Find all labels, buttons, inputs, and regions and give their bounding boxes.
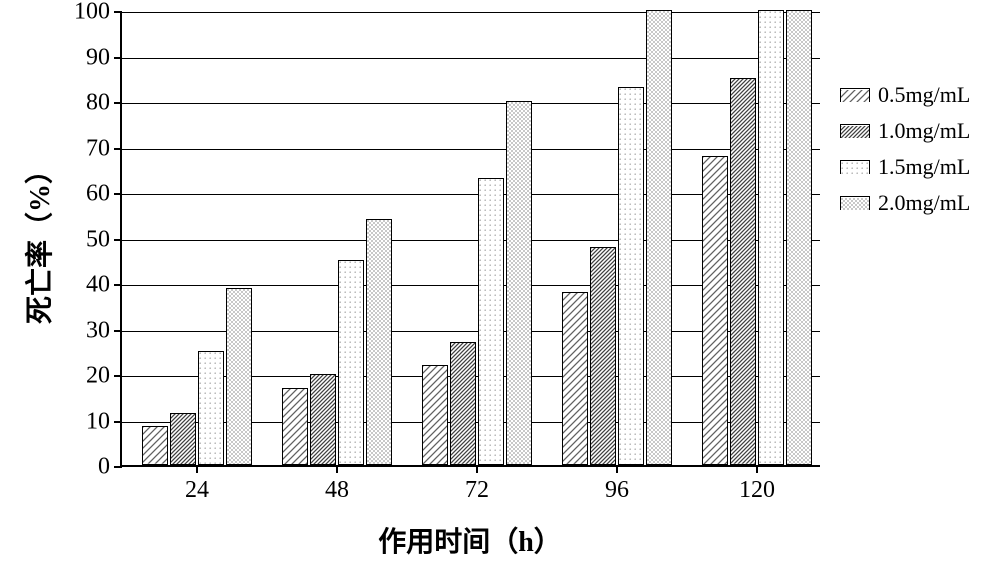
x-tick-label: 48 [325,477,349,504]
y-tick [114,57,122,59]
y-tick [114,239,122,241]
bar [478,178,504,465]
gridline [122,149,820,150]
legend-label: 0.5mg/mL [878,82,970,108]
legend: 0.5mg/mL 1.0mg/mL 1.5mg/mL 2.0mg/mL [840,82,970,226]
y-tick-label: 80 [86,90,110,117]
bar [450,342,476,465]
y-tick [114,11,122,13]
bar [618,87,644,465]
x-tick-label: 96 [605,477,629,504]
x-tick [476,465,478,473]
x-tick [616,465,618,473]
bar [226,288,252,465]
bar [786,10,812,465]
y-tick [114,284,122,286]
x-tick [756,465,758,473]
y-tick-label: 30 [86,317,110,344]
bar [506,101,532,465]
legend-swatch [840,88,870,102]
gridline [122,103,820,104]
bar [562,292,588,465]
x-tick-label: 24 [185,477,209,504]
bar [590,247,616,465]
y-axis-label: 死亡率（%） [18,156,58,324]
bar [282,388,308,465]
bar [758,10,784,465]
bar [310,374,336,465]
x-tick-label: 120 [739,477,775,504]
bar [730,78,756,465]
bar [142,426,168,465]
legend-item: 2.0mg/mL [840,190,970,216]
gridline [122,58,820,59]
y-tick-label: 90 [86,44,110,71]
legend-swatch [840,124,870,138]
bar [198,351,224,465]
x-tick [196,465,198,473]
bar [646,10,672,465]
gridline [122,12,820,13]
y-tick-label: 10 [86,408,110,435]
y-tick-label: 70 [86,135,110,162]
y-tick [114,148,122,150]
y-tick-label: 60 [86,181,110,208]
y-tick-label: 0 [98,454,110,481]
y-tick [114,421,122,423]
legend-swatch [840,196,870,210]
plot-area: 010203040506070809010024487296120 [120,12,820,467]
y-tick [114,330,122,332]
legend-item: 1.0mg/mL [840,118,970,144]
legend-label: 2.0mg/mL [878,190,970,216]
bar [338,260,364,465]
legend-swatch [840,160,870,174]
chart-container: 死亡率（%） 010203040506070809010024487296120… [0,0,1000,572]
y-tick [114,375,122,377]
bar [702,156,728,465]
bar [170,413,196,465]
legend-item: 0.5mg/mL [840,82,970,108]
x-tick-label: 72 [465,477,489,504]
y-tick [114,466,122,468]
legend-label: 1.5mg/mL [878,154,970,180]
legend-label: 1.0mg/mL [878,118,970,144]
y-tick [114,193,122,195]
y-tick-label: 100 [74,0,110,26]
bar [422,365,448,465]
bar [366,219,392,465]
y-tick-label: 50 [86,226,110,253]
x-axis-label: 作用时间（h） [378,520,562,560]
x-tick [336,465,338,473]
y-tick [114,102,122,104]
y-tick-label: 40 [86,272,110,299]
legend-item: 1.5mg/mL [840,154,970,180]
y-tick-label: 20 [86,363,110,390]
